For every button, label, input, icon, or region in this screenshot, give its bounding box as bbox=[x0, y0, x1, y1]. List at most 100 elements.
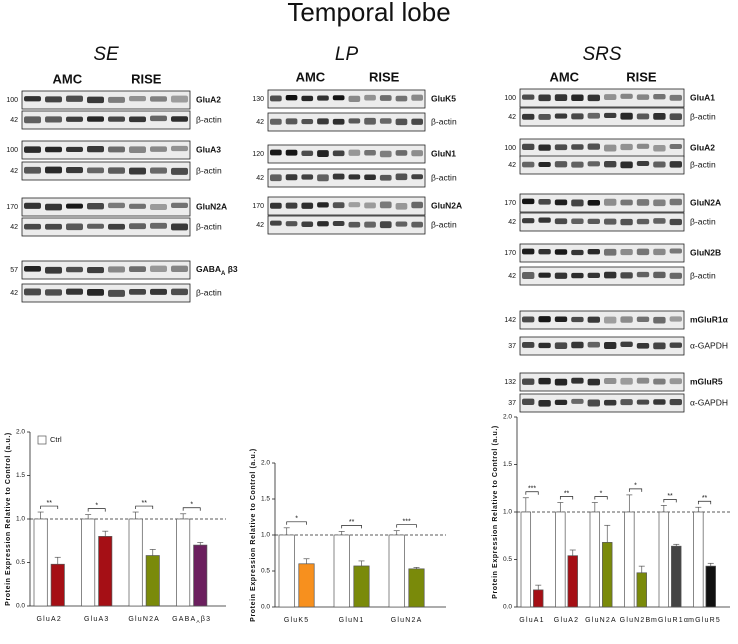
blot-band bbox=[587, 94, 600, 102]
x-tick-label: GluN2A bbox=[585, 617, 617, 624]
significance-bracket bbox=[663, 499, 677, 503]
blot-band bbox=[129, 223, 146, 230]
blot-band bbox=[171, 202, 188, 209]
blot-band bbox=[587, 143, 600, 150]
significance-label: ** bbox=[667, 493, 673, 500]
blot-band bbox=[108, 223, 125, 230]
protein-label: GluA2 bbox=[196, 94, 221, 104]
blot-band bbox=[620, 161, 633, 169]
blot-band bbox=[87, 289, 104, 296]
blot-band bbox=[87, 202, 104, 210]
blot-band bbox=[587, 378, 600, 386]
blot-band bbox=[129, 266, 146, 273]
blot-band bbox=[669, 198, 682, 206]
blot-band bbox=[554, 272, 568, 279]
significance-label: * bbox=[190, 502, 193, 509]
x-tick-label-sub: A bbox=[196, 619, 200, 625]
x-tick-label: GluA3 bbox=[84, 616, 109, 623]
blot-band bbox=[587, 199, 600, 206]
blot-strip bbox=[519, 310, 685, 330]
blot-band bbox=[604, 342, 617, 349]
blot-band bbox=[653, 199, 666, 207]
blot-band bbox=[604, 248, 617, 256]
protein-label: GluK5 bbox=[431, 93, 456, 103]
blot-band bbox=[669, 218, 682, 226]
blot-band bbox=[620, 249, 633, 256]
blot-band bbox=[24, 116, 41, 124]
bar bbox=[602, 542, 613, 608]
significance-bracket bbox=[286, 521, 307, 525]
y-axis-label: Protein Expression Relative to Control (… bbox=[492, 425, 499, 599]
blot-band bbox=[270, 149, 282, 156]
blot-band bbox=[285, 202, 298, 209]
blot-band bbox=[554, 144, 568, 151]
bar bbox=[533, 589, 544, 608]
blot-band bbox=[587, 218, 600, 225]
blot-band bbox=[379, 118, 392, 124]
blot-band bbox=[66, 288, 83, 295]
panel-heading: SRS bbox=[582, 44, 621, 65]
blot-band bbox=[571, 316, 584, 323]
blot-band bbox=[285, 149, 298, 156]
x-tick-label-part: β3 bbox=[201, 616, 211, 623]
blot-band bbox=[270, 95, 282, 102]
significance-bracket bbox=[559, 496, 574, 500]
blot-band bbox=[171, 288, 188, 296]
blot-band bbox=[332, 202, 345, 209]
blot-band bbox=[150, 265, 167, 272]
blot-band bbox=[171, 265, 188, 272]
blot-band bbox=[522, 272, 535, 279]
blot-band bbox=[587, 249, 600, 255]
blot-band bbox=[538, 198, 551, 205]
blot-band bbox=[653, 112, 666, 120]
blot-strip bbox=[21, 90, 191, 110]
blot-band bbox=[587, 341, 600, 348]
figure-title: Temporal lobe bbox=[287, 0, 450, 27]
molecular-weight: 42 bbox=[10, 290, 18, 297]
blot-band bbox=[636, 113, 650, 120]
blot-band bbox=[87, 96, 104, 104]
y-tick-label: 2.0 bbox=[16, 429, 25, 436]
blot-strip bbox=[519, 372, 685, 392]
blot-band bbox=[554, 218, 568, 225]
blot-band bbox=[66, 146, 83, 152]
blot-band bbox=[571, 113, 584, 120]
blot-band bbox=[636, 377, 650, 384]
blot-band bbox=[554, 199, 568, 206]
bar bbox=[636, 572, 647, 608]
blot-band bbox=[171, 223, 188, 231]
blot-band bbox=[636, 199, 650, 206]
blot-band bbox=[587, 316, 600, 323]
blot-band bbox=[45, 96, 62, 103]
protein-label: β-actin bbox=[431, 172, 457, 182]
group-label: AMC bbox=[53, 71, 83, 86]
significance-label: * bbox=[634, 483, 637, 490]
significance-bracket bbox=[87, 508, 106, 512]
blot-band bbox=[150, 146, 167, 152]
blot-band bbox=[411, 174, 423, 180]
blot-band bbox=[364, 94, 376, 101]
molecular-weight: 37 bbox=[508, 400, 516, 407]
blot-band bbox=[87, 116, 104, 122]
blot-band bbox=[653, 378, 666, 385]
blot-band bbox=[348, 149, 361, 156]
blot-band bbox=[24, 166, 41, 174]
significance-bracket bbox=[628, 488, 643, 492]
blot-band bbox=[108, 116, 125, 122]
protein-label: GluA2 bbox=[690, 142, 715, 152]
blot-band bbox=[587, 161, 600, 167]
protein-label: β-actin bbox=[196, 287, 222, 297]
blot-band bbox=[66, 203, 83, 209]
blot-band bbox=[522, 378, 535, 385]
protein-label-sub: A bbox=[221, 271, 226, 277]
molecular-weight: 37 bbox=[508, 343, 516, 350]
bar bbox=[388, 534, 405, 608]
blot-band bbox=[317, 150, 329, 158]
y-tick-label: 1.5 bbox=[503, 461, 512, 468]
blot-strip bbox=[519, 393, 685, 413]
blot-band bbox=[379, 174, 392, 181]
blot-band bbox=[620, 112, 633, 120]
blot-band bbox=[653, 218, 666, 224]
blot-band bbox=[554, 113, 568, 119]
blot-band bbox=[522, 143, 535, 150]
